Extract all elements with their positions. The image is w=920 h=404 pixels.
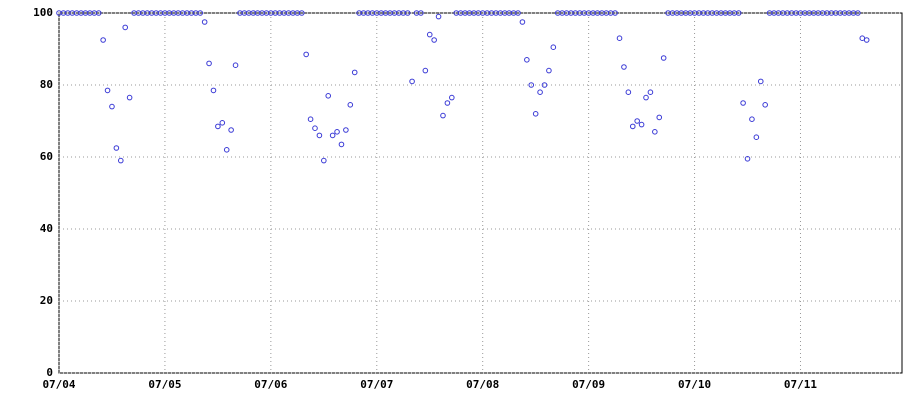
- point: [117, 157, 124, 164]
- x-tick-label: 07/11: [784, 378, 817, 391]
- y-tick-label: 60: [40, 150, 53, 163]
- point: [546, 67, 552, 74]
- point: [656, 114, 663, 121]
- y-tick-label: 0: [46, 366, 53, 379]
- point: [855, 10, 861, 16]
- point: [449, 94, 455, 101]
- point: [197, 10, 204, 16]
- point: [223, 147, 230, 153]
- point: [303, 51, 309, 58]
- point: [524, 57, 530, 63]
- y-tick-label: 100: [33, 6, 53, 19]
- point: [351, 69, 358, 76]
- point: [338, 141, 345, 148]
- point: [863, 37, 870, 43]
- point: [343, 127, 349, 133]
- point: [762, 102, 768, 108]
- point: [347, 102, 354, 108]
- point: [126, 94, 133, 101]
- point: [435, 13, 442, 20]
- x-tick-label: 07/10: [678, 378, 711, 391]
- point: [859, 35, 866, 42]
- point: [312, 125, 318, 131]
- point: [219, 120, 226, 126]
- point: [757, 78, 764, 85]
- point: [426, 31, 433, 38]
- point: [515, 10, 521, 16]
- x-tick-label: 07/07: [360, 378, 393, 391]
- x-tick-label: 07/05: [148, 378, 181, 391]
- point: [215, 123, 221, 130]
- point: [634, 118, 640, 124]
- point: [113, 145, 120, 151]
- point: [440, 112, 446, 119]
- point: [201, 19, 208, 25]
- point: [325, 93, 332, 99]
- point: [431, 37, 437, 43]
- point: [629, 123, 636, 130]
- point: [329, 132, 336, 139]
- x-tick-label: 07/09: [572, 378, 605, 391]
- point: [404, 10, 411, 16]
- point: [519, 19, 526, 25]
- point: [621, 64, 627, 70]
- point: [422, 67, 429, 74]
- point: [232, 62, 239, 68]
- point: [228, 127, 234, 133]
- point: [316, 132, 323, 139]
- point: [744, 156, 751, 162]
- point: [100, 37, 106, 43]
- point: [638, 121, 645, 128]
- point: [104, 87, 111, 94]
- point: [95, 10, 102, 16]
- point: [625, 89, 632, 95]
- x-tick-label: 07/04: [42, 378, 75, 391]
- y-tick-label: 80: [40, 78, 53, 91]
- point: [643, 94, 649, 101]
- y-tick-label: 40: [40, 222, 53, 235]
- point: [418, 10, 424, 16]
- point: [647, 89, 654, 95]
- point: [334, 129, 340, 135]
- point: [740, 100, 746, 106]
- point: [616, 35, 623, 42]
- point: [321, 157, 327, 164]
- point: [210, 87, 217, 94]
- point: [298, 10, 305, 16]
- point: [444, 100, 451, 106]
- point: [660, 55, 667, 61]
- point: [612, 10, 618, 16]
- point: [409, 78, 415, 85]
- point: [532, 111, 539, 117]
- point: [749, 116, 755, 122]
- x-tick-label: 07/08: [466, 378, 499, 391]
- point: [541, 82, 548, 88]
- point: [109, 103, 115, 110]
- point: [652, 129, 658, 135]
- y-tick-label: 20: [40, 294, 53, 307]
- point: [735, 10, 742, 16]
- x-tick-label: 07/06: [254, 378, 287, 391]
- point: [122, 24, 129, 31]
- point: [753, 134, 760, 140]
- point: [528, 82, 535, 88]
- point: [550, 44, 557, 51]
- point: [206, 60, 212, 67]
- point: [307, 116, 314, 122]
- point: [537, 89, 543, 95]
- plot-frame: [58, 12, 903, 374]
